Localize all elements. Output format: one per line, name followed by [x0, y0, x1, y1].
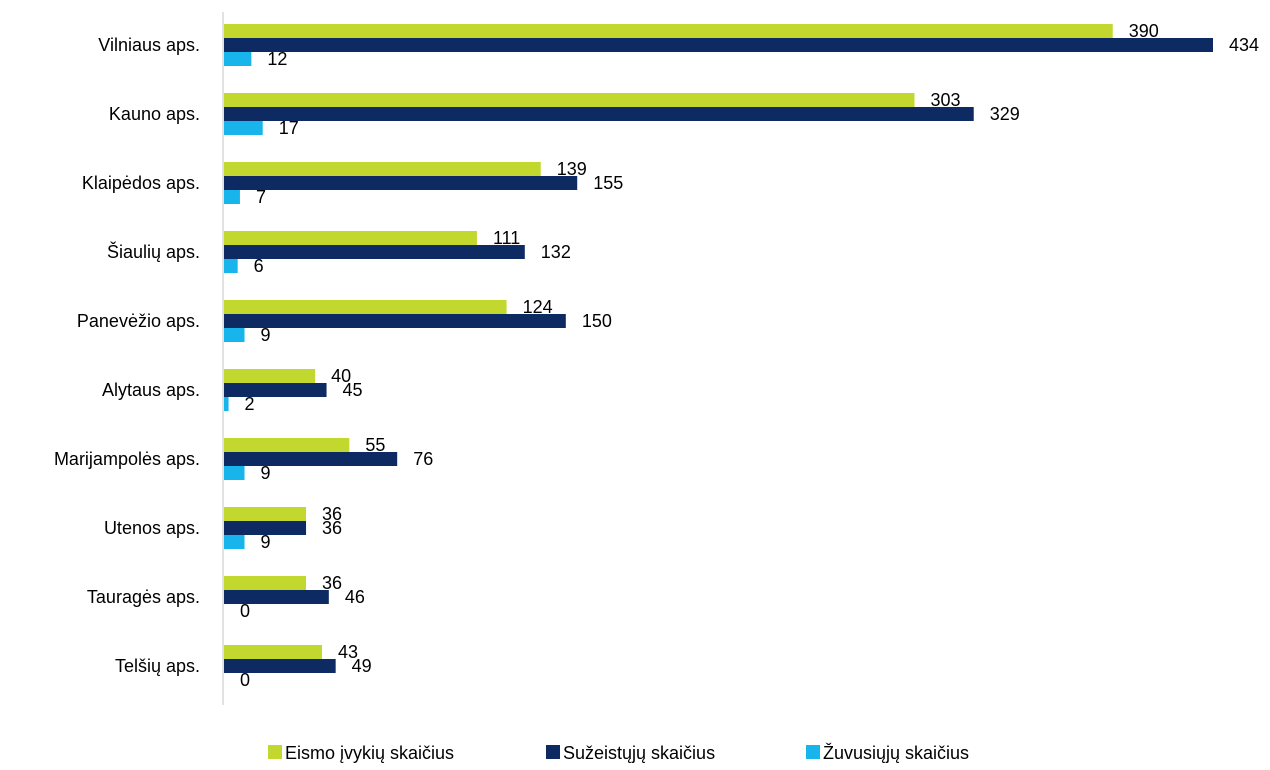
legend-label-eismo-ivykiu-skaicius: Eismo įvykių skaičius	[285, 743, 454, 763]
bar-eismo-ivykiu-skaicius-klaipedos-aps	[224, 162, 541, 176]
value-label-zuvusiuju-skaicius-taurages-aps: 0	[240, 601, 250, 621]
category-label-marijampoles-aps: Marijampolės aps.	[54, 449, 200, 469]
category-label-utenos-aps: Utenos aps.	[104, 518, 200, 538]
bar-suzeistuju-skaicius-panevezio-aps	[224, 314, 566, 328]
legend-swatch-suzeistuju-skaicius	[546, 745, 560, 759]
value-label-zuvusiuju-skaicius-siauliu-aps: 6	[254, 256, 264, 276]
value-label-zuvusiuju-skaicius-klaipedos-aps: 7	[256, 187, 266, 207]
value-label-suzeistuju-skaicius-marijampoles-aps: 76	[413, 449, 433, 469]
bar-suzeistuju-skaicius-kauno-aps	[224, 107, 974, 121]
bar-zuvusiuju-skaicius-kauno-aps	[224, 121, 263, 135]
value-label-eismo-ivykiu-skaicius-siauliu-aps: 111	[493, 228, 520, 248]
bar-eismo-ivykiu-skaicius-taurages-aps	[224, 576, 307, 590]
value-label-zuvusiuju-skaicius-marijampoles-aps: 9	[261, 463, 271, 483]
bar-eismo-ivykiu-skaicius-telsiu-aps	[224, 645, 322, 659]
value-label-eismo-ivykiu-skaicius-marijampoles-aps: 55	[365, 435, 385, 455]
value-label-eismo-ivykiu-skaicius-kauno-aps: 303	[930, 90, 960, 110]
bar-suzeistuju-skaicius-marijampoles-aps	[224, 452, 398, 466]
category-label-siauliu-aps: Šiaulių aps.	[107, 241, 200, 262]
bar-eismo-ivykiu-skaicius-utenos-aps	[224, 507, 307, 521]
bar-suzeistuju-skaicius-klaipedos-aps	[224, 176, 578, 190]
bar-suzeistuju-skaicius-alytaus-aps	[224, 383, 327, 397]
legend-label-zuvusiuju-skaicius: Žuvusiųjų skaičius	[823, 743, 969, 763]
category-label-alytaus-aps: Alytaus aps.	[102, 380, 200, 400]
bar-eismo-ivykiu-skaicius-vilniaus-aps	[224, 24, 1113, 38]
category-label-panevezio-aps: Panevėžio aps.	[77, 311, 200, 331]
bar-zuvusiuju-skaicius-vilniaus-aps	[224, 52, 252, 66]
value-label-eismo-ivykiu-skaicius-telsiu-aps: 43	[338, 642, 358, 662]
value-label-suzeistuju-skaicius-siauliu-aps: 132	[541, 242, 571, 262]
bar-zuvusiuju-skaicius-siauliu-aps	[224, 259, 238, 273]
value-label-suzeistuju-skaicius-vilniaus-aps: 434	[1229, 35, 1259, 55]
legend-swatch-zuvusiuju-skaicius	[806, 745, 820, 759]
bars-group	[224, 24, 1213, 673]
value-label-eismo-ivykiu-skaicius-utenos-aps: 36	[322, 504, 342, 524]
category-label-telsiu-aps: Telšių aps.	[115, 656, 200, 676]
value-label-eismo-ivykiu-skaicius-klaipedos-aps: 139	[557, 159, 587, 179]
category-label-klaipedos-aps: Klaipėdos aps.	[82, 173, 200, 193]
value-label-suzeistuju-skaicius-utenos-aps: 36	[322, 518, 342, 538]
bar-eismo-ivykiu-skaicius-siauliu-aps	[224, 231, 477, 245]
bar-suzeistuju-skaicius-siauliu-aps	[224, 245, 525, 259]
bar-eismo-ivykiu-skaicius-kauno-aps	[224, 93, 915, 107]
bar-suzeistuju-skaicius-vilniaus-aps	[224, 38, 1213, 52]
value-label-zuvusiuju-skaicius-vilniaus-aps: 12	[267, 49, 287, 69]
bar-suzeistuju-skaicius-taurages-aps	[224, 590, 329, 604]
bar-eismo-ivykiu-skaicius-marijampoles-aps	[224, 438, 350, 452]
legend-swatch-eismo-ivykiu-skaicius	[268, 745, 282, 759]
value-label-suzeistuju-skaicius-taurages-aps: 46	[345, 587, 365, 607]
value-label-zuvusiuju-skaicius-panevezio-aps: 9	[261, 325, 271, 345]
value-label-eismo-ivykiu-skaicius-alytaus-aps: 40	[331, 366, 351, 386]
bar-zuvusiuju-skaicius-klaipedos-aps	[224, 190, 240, 204]
value-label-suzeistuju-skaicius-klaipedos-aps: 155	[593, 173, 623, 193]
bar-zuvusiuju-skaicius-panevezio-aps	[224, 328, 245, 342]
bar-eismo-ivykiu-skaicius-alytaus-aps	[224, 369, 316, 383]
value-label-suzeistuju-skaicius-telsiu-aps: 49	[352, 656, 372, 676]
value-label-zuvusiuju-skaicius-alytaus-aps: 2	[245, 394, 255, 414]
value-label-suzeistuju-skaicius-kauno-aps: 329	[990, 104, 1020, 124]
legend: Eismo įvykių skaičius Sužeistųjų skaičius…	[268, 743, 969, 763]
category-label-kauno-aps: Kauno aps.	[109, 104, 200, 124]
legend-label-suzeistuju-skaicius: Sužeistųjų skaičius	[563, 743, 715, 763]
value-label-eismo-ivykiu-skaicius-taurages-aps: 36	[322, 573, 342, 593]
value-label-zuvusiuju-skaicius-telsiu-aps: 0	[240, 670, 250, 690]
labels-group: Vilniaus aps. 390 434 12 Kauno aps. 303 329 17 K…	[54, 21, 1259, 690]
bar-zuvusiuju-skaicius-marijampoles-aps	[224, 466, 245, 480]
category-label-vilniaus-aps: Vilniaus aps.	[98, 35, 200, 55]
value-label-zuvusiuju-skaicius-utenos-aps: 9	[261, 532, 271, 552]
value-label-eismo-ivykiu-skaicius-panevezio-aps: 124	[523, 297, 553, 317]
value-label-suzeistuju-skaicius-panevezio-aps: 150	[582, 311, 612, 331]
value-label-eismo-ivykiu-skaicius-vilniaus-aps: 390	[1129, 21, 1159, 41]
bar-suzeistuju-skaicius-utenos-aps	[224, 521, 307, 535]
category-label-taurages-aps: Tauragės aps.	[87, 587, 200, 607]
value-label-zuvusiuju-skaicius-kauno-aps: 17	[279, 118, 299, 138]
bar-suzeistuju-skaicius-telsiu-aps	[224, 659, 336, 673]
bar-eismo-ivykiu-skaicius-panevezio-aps	[224, 300, 507, 314]
bar-zuvusiuju-skaicius-alytaus-aps	[224, 397, 229, 411]
bar-zuvusiuju-skaicius-utenos-aps	[224, 535, 245, 549]
value-label-suzeistuju-skaicius-alytaus-aps: 45	[343, 380, 363, 400]
